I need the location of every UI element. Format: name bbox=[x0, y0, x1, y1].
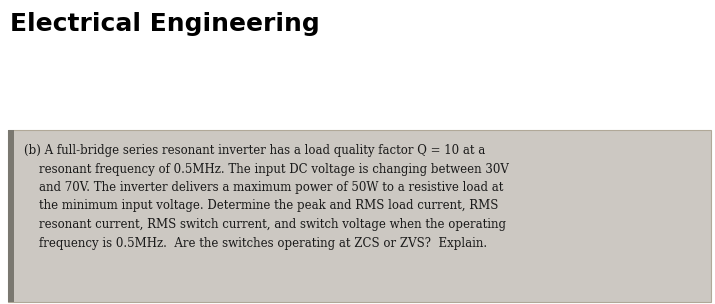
Text: resonant frequency of 0.5MHz. The input DC voltage is changing between 30V: resonant frequency of 0.5MHz. The input … bbox=[24, 163, 508, 175]
Text: frequency is 0.5MHz.  Are the switches operating at ZCS or ZVS?  Explain.: frequency is 0.5MHz. Are the switches op… bbox=[24, 237, 487, 250]
Text: (b) A full-bridge series resonant inverter has a load quality factor Q = 10 at a: (b) A full-bridge series resonant invert… bbox=[24, 144, 485, 157]
FancyBboxPatch shape bbox=[8, 130, 14, 302]
Text: and 70V. The inverter delivers a maximum power of 50W to a resistive load at: and 70V. The inverter delivers a maximum… bbox=[24, 181, 503, 194]
FancyBboxPatch shape bbox=[8, 130, 711, 302]
Text: the minimum input voltage. Determine the peak and RMS load current, RMS: the minimum input voltage. Determine the… bbox=[24, 199, 498, 212]
Text: resonant current, RMS switch current, and switch voltage when the operating: resonant current, RMS switch current, an… bbox=[24, 218, 506, 231]
Text: Electrical Engineering: Electrical Engineering bbox=[10, 12, 320, 36]
